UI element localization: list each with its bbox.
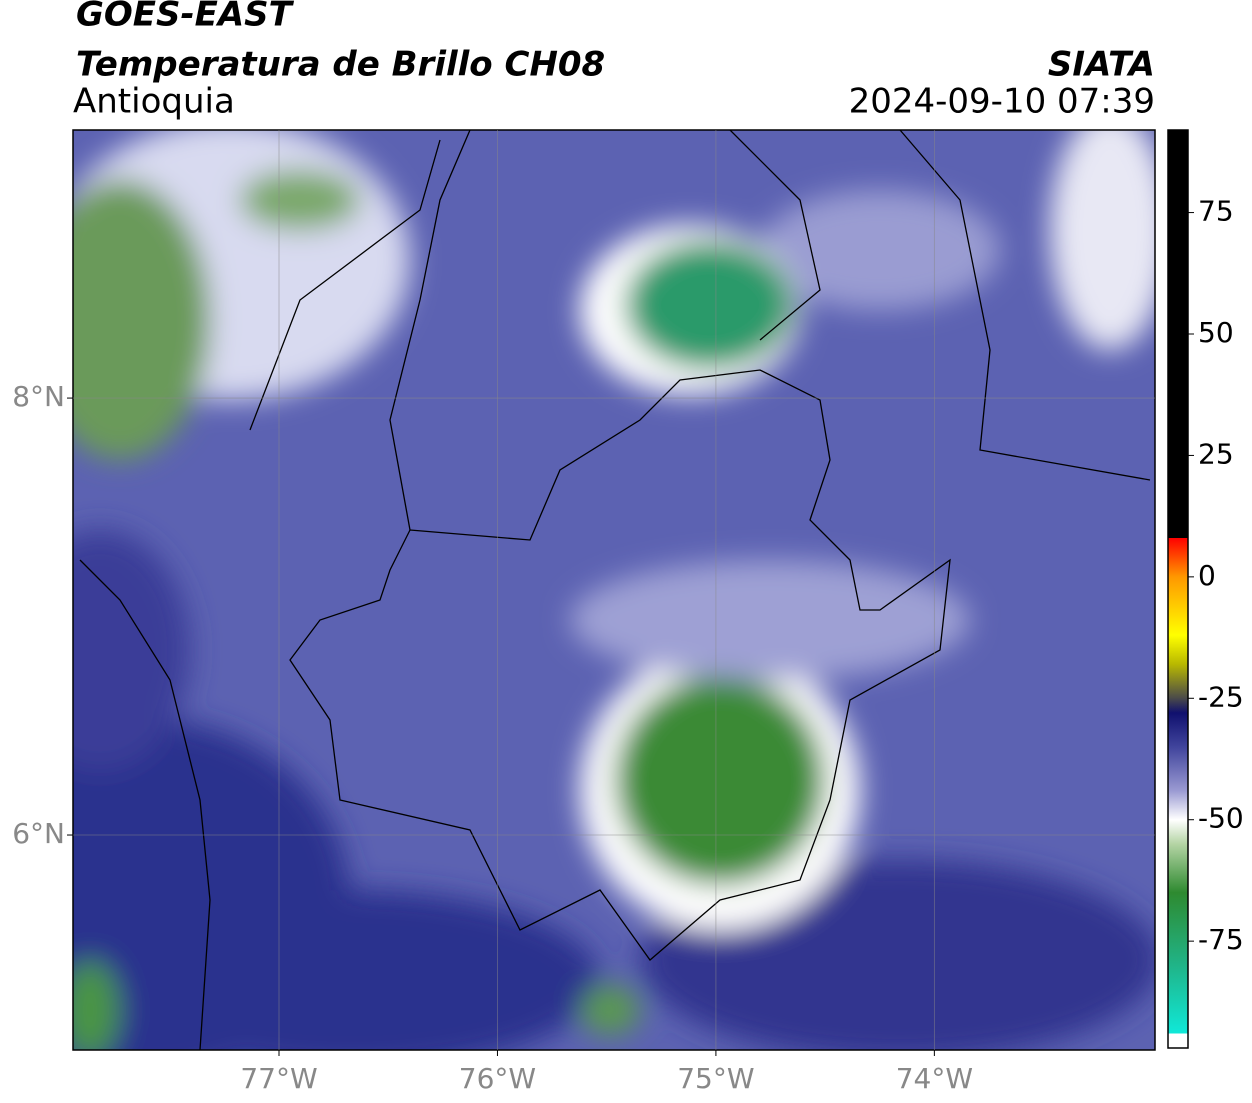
y-tick-label: 6°N: [12, 817, 65, 850]
colorbar-tick-label: -25: [1198, 680, 1244, 713]
colorbar-tick-label: 0: [1198, 559, 1216, 592]
satellite-image: [73, 130, 1155, 1050]
subtitle: Temperatura de Brillo CH08: [76, 45, 605, 85]
map-frame: [72, 129, 1156, 1051]
timestamp: 2024-09-10 07:39: [849, 82, 1155, 122]
region: Antioquia: [73, 82, 235, 122]
x-tick-label: 76°W: [459, 1062, 536, 1095]
colorbar-tick-label: -75: [1198, 923, 1244, 956]
x-tick-label: 77°W: [240, 1062, 317, 1095]
colorbar-tick-label: 75: [1198, 195, 1234, 228]
source: SIATA: [1048, 45, 1155, 85]
title: GOES-EAST: [76, 0, 295, 35]
y-tick-label: 8°N: [12, 380, 65, 413]
colorbar-tick-label: 25: [1198, 437, 1234, 470]
colorbar-tick-label: 50: [1198, 316, 1234, 349]
x-tick-label: 74°W: [896, 1062, 973, 1095]
colorbar-tick-label: -50: [1198, 802, 1244, 835]
x-tick-label: 75°W: [677, 1062, 754, 1095]
colorbar: [1167, 129, 1189, 1049]
